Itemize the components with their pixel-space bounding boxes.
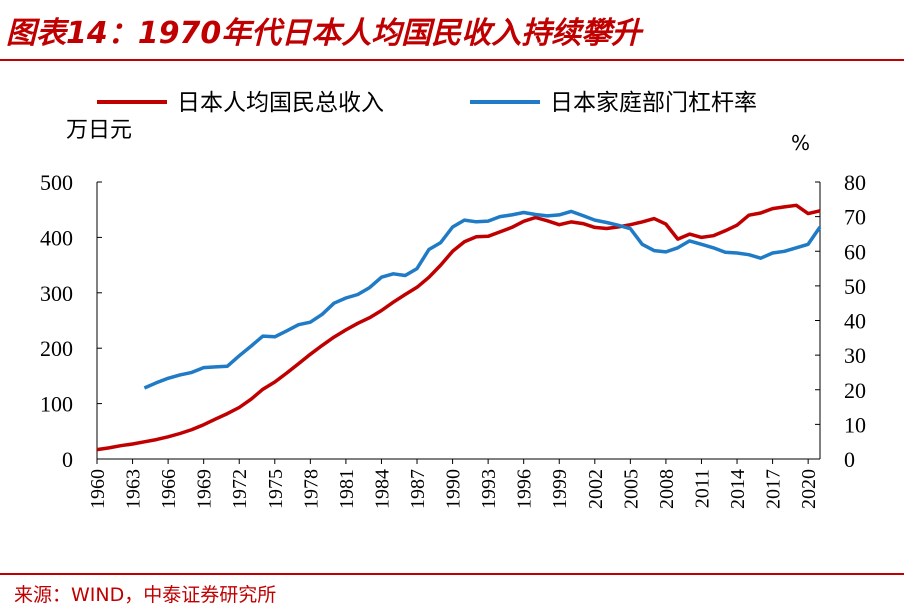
x-tick-label: 1960 — [87, 469, 109, 509]
x-tick-label: 1978 — [300, 469, 322, 509]
chart: 日本人均国民总收入 日本家庭部门杠杆率 0 100 200 300 400 500 0 10 20… — [40, 90, 866, 509]
x-tick-label: 2011 — [691, 469, 713, 508]
y-left-tick-label: 100 — [40, 392, 73, 417]
axes: 0 100 200 300 400 500 0 10 20 30 40 50 60 70 80 1960 196… — [40, 118, 866, 509]
y-left-tick-label: 400 — [40, 225, 73, 250]
legend-label-2: 日本家庭部门杠杆率 — [550, 90, 757, 116]
legend: 日本人均国民总收入 日本家庭部门杠杆率 — [97, 90, 757, 116]
series-lines — [96, 203, 822, 452]
y-right-tick-label: 80 — [844, 170, 866, 195]
x-tick-label: 1972 — [229, 469, 251, 509]
series-line-1 — [96, 203, 821, 452]
x-tick-label: 1996 — [514, 469, 536, 509]
y-left-tick-label: 300 — [40, 281, 73, 306]
x-tick-label: 1963 — [123, 469, 145, 509]
x-tick-label: 1969 — [194, 469, 216, 509]
x-tick-label: 1987 — [407, 469, 429, 509]
x-tick-label: 1975 — [265, 469, 287, 509]
right-axis-unit: % — [791, 131, 810, 155]
x-tick-label: 2020 — [798, 469, 820, 509]
x-tick-label: 2008 — [656, 469, 678, 509]
footer-divider — [0, 573, 904, 575]
x-tick-label: 2014 — [727, 469, 749, 509]
y-right-tick-label: 40 — [844, 309, 866, 334]
y-right-tick-label: 60 — [844, 239, 866, 264]
x-tick-label: 1990 — [443, 469, 465, 509]
x-tick-label: 1999 — [549, 469, 571, 509]
y-right-tick-label: 20 — [844, 378, 866, 403]
y-right-tick-label: 50 — [844, 274, 866, 299]
y-left-tick-label: 200 — [40, 336, 73, 361]
series-line-2 — [143, 209, 822, 390]
left-axis-unit: 万日元 — [66, 118, 132, 143]
x-tick-label: 1984 — [371, 469, 393, 509]
page-title: 图表14：1970年代日本人均国民收入持续攀升 — [6, 16, 642, 51]
source-note: 来源：WIND，中泰证券研究所 — [14, 584, 277, 606]
y-right-tick-label: 30 — [844, 343, 866, 368]
x-tick-label: 2005 — [620, 469, 642, 509]
title-divider — [0, 59, 904, 61]
x-tick-label: 2002 — [585, 469, 607, 509]
x-tick-label: 1993 — [478, 469, 500, 509]
legend-label-1: 日本人均国民总收入 — [177, 90, 384, 116]
y-right-tick-label: 70 — [844, 205, 866, 230]
x-tick-label: 2017 — [763, 469, 785, 509]
x-tick-label: 1966 — [158, 469, 180, 509]
y-left-tick-label: 500 — [40, 170, 73, 195]
y-right-tick-label: 0 — [844, 447, 855, 472]
x-tick-label: 1981 — [336, 469, 358, 509]
y-right-tick-label: 10 — [844, 412, 866, 437]
y-left-tick-label: 0 — [62, 447, 73, 472]
